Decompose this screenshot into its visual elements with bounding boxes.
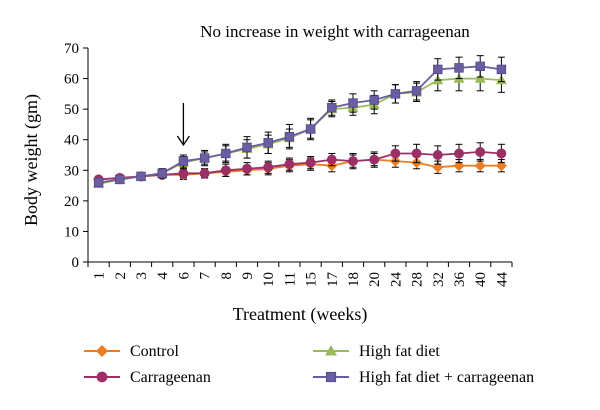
legend-label: Carrageenan [130, 369, 211, 386]
legend-item-high-fat-diet-carrageenan: High fat diet + carrageenan [313, 369, 534, 386]
x-tick-label: 4 [155, 272, 171, 280]
x-tick-label: 18 [346, 272, 362, 287]
legend-marker [325, 371, 337, 383]
data-point [115, 174, 125, 185]
x-tick-label: 11 [282, 272, 298, 286]
data-point [157, 168, 167, 179]
x-tick-label: 2 [113, 272, 129, 280]
x-tick-label: 1 [92, 272, 108, 280]
data-point [496, 148, 507, 159]
legend-marker [96, 345, 108, 357]
x-tick-label: 36 [452, 272, 468, 288]
x-tick-label: 3 [134, 272, 150, 280]
legend-item-high-fat-diet: High fat diet [313, 343, 440, 360]
legend-label: Control [130, 343, 179, 360]
legend-label: High fat diet + carrageenan [359, 369, 534, 386]
data-point [93, 177, 104, 188]
data-point [199, 168, 210, 179]
data-point [242, 163, 252, 174]
x-tick-label: 40 [473, 272, 489, 287]
data-point [433, 64, 443, 75]
x-tick-label: 9 [240, 272, 256, 280]
y-tick-label: 30 [64, 163, 79, 179]
data-point [178, 168, 189, 179]
x-tick-label: 7 [198, 272, 214, 280]
data-point [474, 73, 486, 83]
data-point [454, 148, 464, 159]
data-point [263, 138, 273, 148]
x-tick-label: 15 [304, 272, 320, 287]
data-point [369, 95, 379, 105]
legend-label: High fat diet [359, 343, 440, 360]
y-tick-label: 10 [64, 224, 79, 240]
x-tick-label: 20 [367, 272, 383, 287]
legend: Control Carrageenan High fat diet High fat … [84, 343, 534, 386]
x-tick-label: 24 [388, 272, 404, 288]
legend-marker [96, 371, 108, 383]
chart-title: No increase in weight with carrageenan [200, 22, 470, 41]
x-tick-label: 10 [261, 272, 277, 287]
legend-item-carrageenan: Carrageenan [84, 369, 211, 386]
data-point [474, 160, 486, 172]
x-tick-label: 17 [325, 272, 341, 288]
data-point [348, 98, 358, 108]
data-point [348, 156, 358, 167]
data-point [454, 63, 464, 73]
y-tick-label: 0 [72, 255, 80, 271]
data-point [284, 131, 295, 142]
data-point [305, 157, 316, 168]
x-tick-label: 6 [176, 272, 192, 280]
data-point [411, 86, 422, 96]
data-point [326, 154, 337, 165]
data-point [284, 159, 295, 170]
data-point [136, 171, 146, 182]
data-point [432, 150, 443, 160]
x-axis-label: Treatment (weeks) [233, 304, 368, 325]
data-point [390, 89, 401, 99]
series-high-fat-diet-carrageenan [93, 55, 507, 188]
data-point [178, 156, 189, 166]
series-high-fat-diet [93, 65, 507, 189]
series-carrageenan [93, 142, 507, 185]
data-point [199, 153, 210, 163]
x-tick-label: 44 [494, 272, 510, 288]
data-point [475, 61, 485, 72]
y-tick-label: 70 [64, 41, 79, 57]
plot-area: 0 10 20 30 40 50 60 70 1 2 3 4 6 7 8 9 10 11 15 17 18 20 24 28 3… [64, 41, 513, 288]
y-tick-label: 20 [64, 194, 79, 210]
data-point [496, 64, 507, 75]
y-tick-label: 40 [64, 133, 79, 149]
data-point [242, 142, 252, 153]
data-point [327, 102, 337, 113]
y-axis-label: Body weight (gm) [21, 94, 42, 226]
data-point [221, 148, 231, 159]
data-point [305, 124, 316, 134]
y-tick-label: 50 [64, 102, 79, 118]
arrow-head [176, 135, 190, 147]
x-tick-label: 28 [410, 272, 426, 287]
data-point [475, 146, 486, 157]
x-tick-label: 32 [431, 272, 447, 287]
data-point [220, 165, 231, 176]
data-point [369, 154, 380, 165]
data-point [411, 148, 422, 159]
legend-marker [325, 345, 337, 356]
y-tick-label: 60 [64, 72, 79, 88]
legend-item-control: Control [84, 343, 179, 360]
data-point [390, 148, 401, 159]
x-tick-label: 8 [219, 272, 235, 280]
data-point [263, 162, 274, 173]
series-control [93, 152, 507, 185]
